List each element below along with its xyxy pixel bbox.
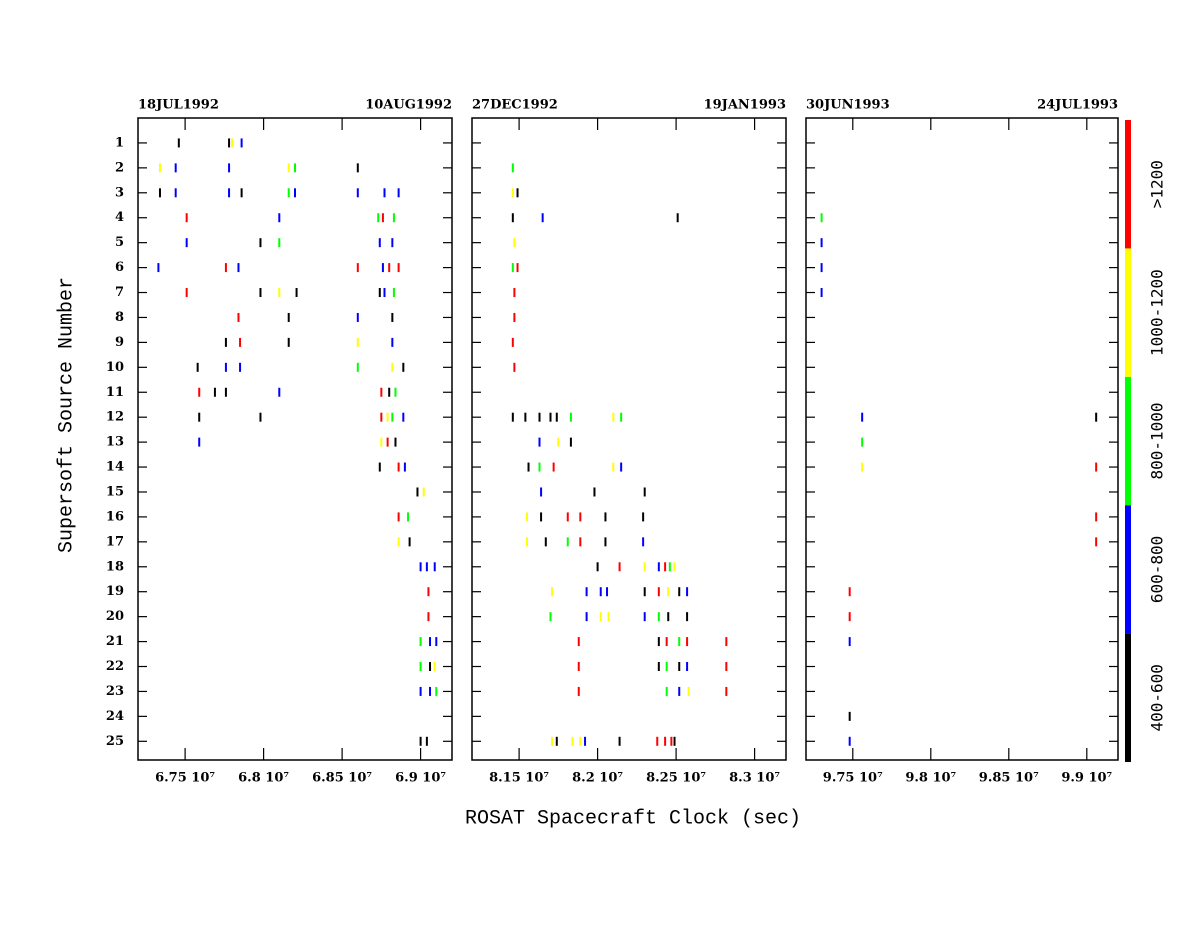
legend-label: 600-800 xyxy=(1148,536,1167,603)
legend-label: 1000-1200 xyxy=(1148,269,1167,356)
legend-swatch xyxy=(1125,248,1131,377)
y-tick-label: 23 xyxy=(106,684,124,699)
legend-swatch xyxy=(1125,505,1131,634)
legend-label: >1200 xyxy=(1148,160,1167,208)
legend-swatch xyxy=(1125,120,1131,249)
panel-frame xyxy=(805,117,1119,761)
y-tick-label: 9 xyxy=(115,335,124,350)
y-tick-label: 7 xyxy=(115,285,124,300)
y-tick-label: 19 xyxy=(106,584,124,599)
x-tick-label: 6.8 10⁷ xyxy=(238,771,289,786)
legend-label: 800-1000 xyxy=(1148,402,1167,479)
y-tick-label: 10 xyxy=(106,360,124,375)
x-tick-label: 6.9 10⁷ xyxy=(395,771,446,786)
y-tick-label: 5 xyxy=(115,235,124,250)
y-tick-label: 8 xyxy=(115,310,124,325)
legend-label: 400-600 xyxy=(1148,664,1167,731)
x-tick-label: 9.8 10⁷ xyxy=(905,771,956,786)
x-tick-label: 6.85 10⁷ xyxy=(312,771,372,786)
y-tick-label: 4 xyxy=(115,210,124,225)
x-tick-label: 8.3 10⁷ xyxy=(729,771,780,786)
legend-swatch xyxy=(1125,633,1131,762)
y-tick-label: 12 xyxy=(106,410,124,425)
y-tick-label: 1 xyxy=(115,135,124,150)
y-tick-label: 15 xyxy=(106,484,124,499)
x-axis-label: ROSAT Spacecraft Clock (sec) xyxy=(465,807,801,830)
panel-frame xyxy=(137,117,453,761)
y-tick-label: 14 xyxy=(106,460,124,475)
y-tick-label: 3 xyxy=(115,185,124,200)
y-tick-label: 22 xyxy=(106,659,124,674)
x-tick-label: 8.2 10⁷ xyxy=(572,771,623,786)
y-tick-label: 6 xyxy=(115,260,124,275)
end-date: 24JUL1993 xyxy=(1037,98,1118,113)
y-tick-label: 25 xyxy=(106,734,124,749)
y-tick-label: 13 xyxy=(106,435,124,450)
end-date: 19JAN1993 xyxy=(704,98,786,113)
start-date: 27DEC1992 xyxy=(472,98,558,113)
y-tick-label: 18 xyxy=(106,559,124,574)
legend-swatch xyxy=(1125,376,1131,506)
y-tick-label: 20 xyxy=(106,609,124,624)
x-tick-label: 9.85 10⁷ xyxy=(979,771,1039,786)
start-date: 30JUN1993 xyxy=(806,98,890,113)
y-axis-label: Supersoft Source Number xyxy=(55,277,78,553)
x-tick-label: 9.75 10⁷ xyxy=(823,771,883,786)
y-tick-label: 11 xyxy=(106,385,124,400)
x-tick-label: 8.25 10⁷ xyxy=(646,771,706,786)
y-tick-label: 21 xyxy=(106,634,124,649)
end-date: 10AUG1992 xyxy=(365,98,452,113)
x-tick-label: 9.9 10⁷ xyxy=(1061,771,1112,786)
panel-frame xyxy=(471,117,787,761)
x-tick-label: 6.75 10⁷ xyxy=(155,771,215,786)
y-tick-label: 17 xyxy=(106,534,124,549)
x-tick-label: 8.15 10⁷ xyxy=(489,771,549,786)
y-tick-label: 2 xyxy=(115,160,124,175)
start-date: 18JUL1992 xyxy=(138,98,219,113)
y-tick-label: 24 xyxy=(106,709,124,724)
y-tick-label: 16 xyxy=(106,509,124,524)
